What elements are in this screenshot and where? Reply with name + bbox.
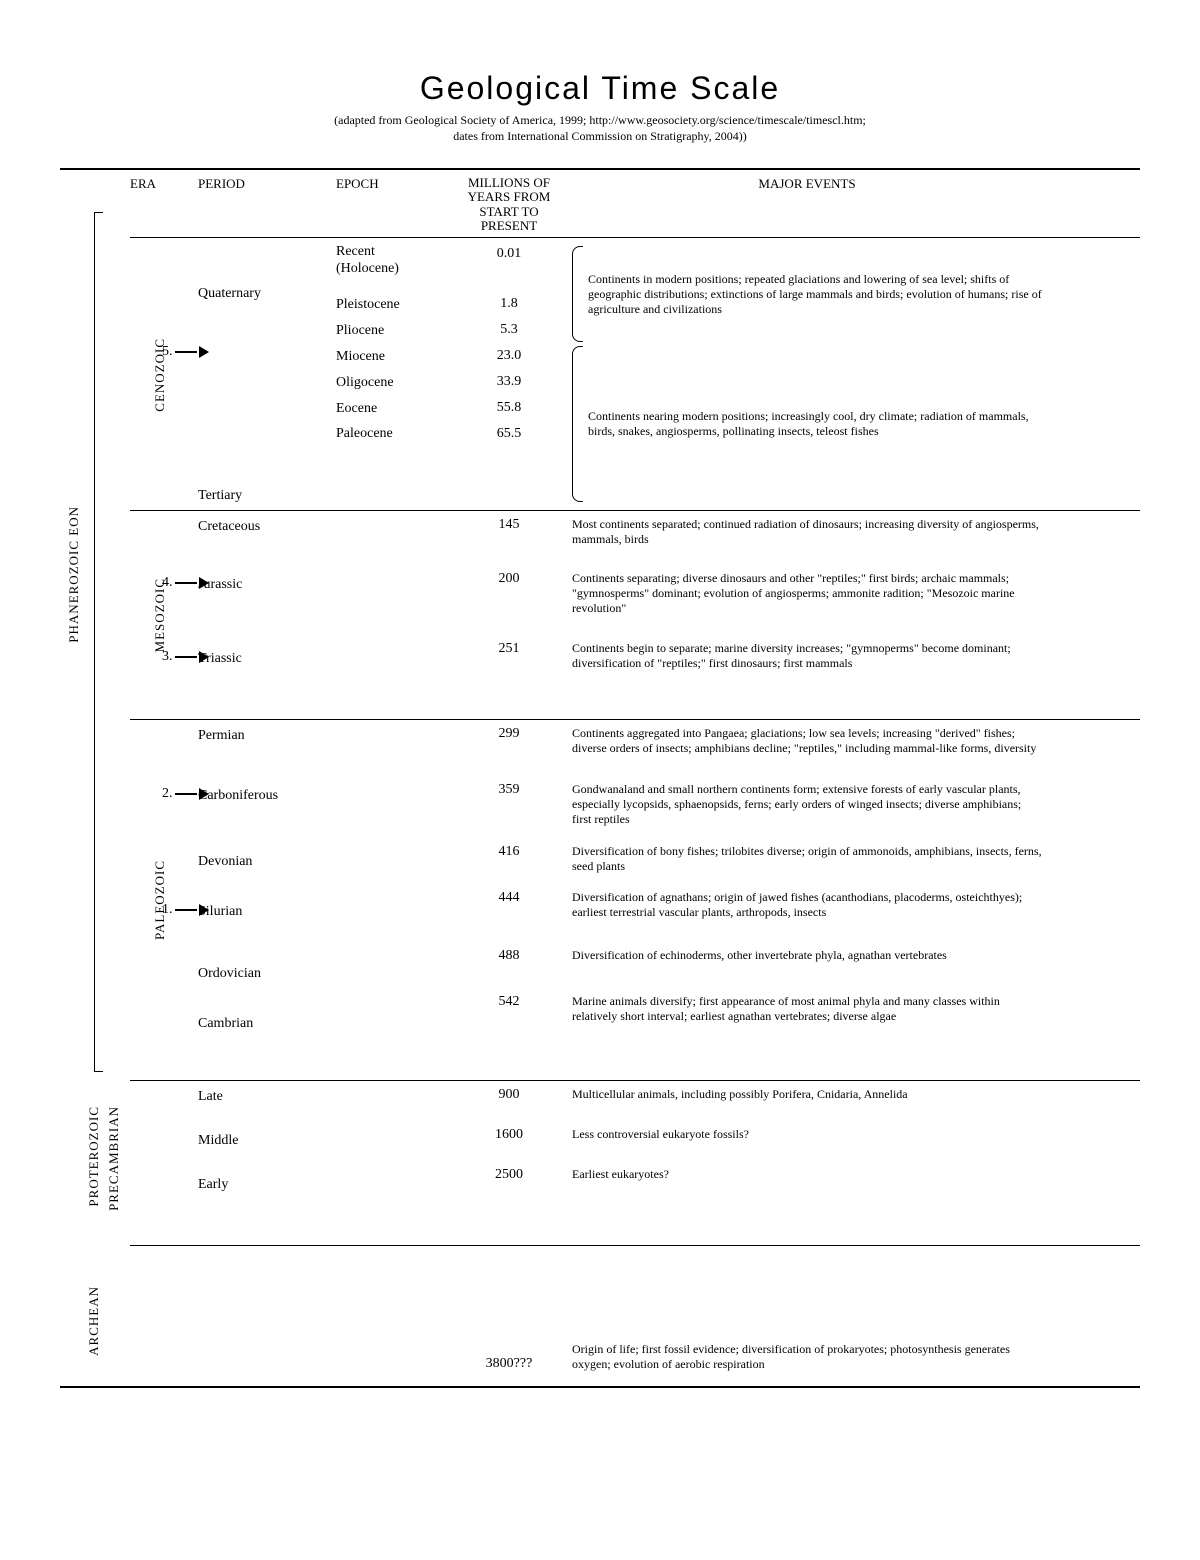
row-mesozoic: MESOZOIC Cretaceous 4. Jurassic 3. Trias… (130, 511, 1140, 719)
eon-phanerozoic: PHANEROZOIC EON (66, 506, 82, 643)
epoch-pliocene: Pliocene (336, 318, 446, 344)
event-archean: Origin of life; first fossil evidence; d… (572, 1342, 1042, 1372)
date-silurian: 444 (454, 890, 564, 948)
eon-archean: ARCHEAN (86, 1286, 102, 1356)
arrow-4-num: 4. (162, 575, 173, 591)
period-cambrian: Cambrian (198, 1016, 253, 1031)
arrow-4: 4. (162, 575, 209, 591)
arrow-5-num: 5. (162, 344, 173, 360)
arrow-3: 3. (162, 649, 209, 665)
col-date: MILLIONS OF YEARS FROM START TO PRESENT (454, 176, 564, 233)
brace-quaternary (572, 246, 583, 342)
period-tertiary: Tertiary (198, 488, 242, 504)
date-pliocene: 5.3 (454, 317, 564, 343)
epoch-holocene: Recent (Holocene) (336, 244, 446, 278)
date-carboniferous: 359 (454, 782, 564, 844)
super-precambrian: PRECAMBRIAN (106, 1106, 122, 1211)
period-cretaceous: Cretaceous (198, 519, 260, 534)
period-middle: Middle (198, 1133, 238, 1148)
eon-rail: PHANEROZOIC EON PRECAMBRIAN PROTEROZOIC … (60, 206, 130, 1386)
date-middle: 1600 (454, 1127, 564, 1167)
date-early: 2500 (454, 1167, 564, 1227)
subtitle: (adapted from Geological Society of Amer… (60, 113, 1140, 144)
date-jurassic: 200 (454, 571, 564, 641)
row-archean: 3800??? Origin of life; first fossil evi… (130, 1246, 1140, 1386)
date-archean: 3800??? (454, 1356, 564, 1372)
event-triassic: Continents begin to separate; marine div… (572, 641, 1042, 701)
date-oligocene: 33.9 (454, 369, 564, 395)
date-triassic: 251 (454, 641, 564, 701)
epoch-oligocene: Oligocene (336, 370, 446, 396)
period-ordovician: Ordovician (198, 966, 261, 981)
event-middle: Less controversial eukaryote fossils? (572, 1127, 1042, 1167)
phanerozoic-bracket (94, 212, 95, 1072)
epoch-paleocene: Paleocene (336, 421, 446, 447)
timescale-table: PHANEROZOIC EON PRECAMBRIAN PROTEROZOIC … (60, 168, 1140, 1388)
date-pleistocene: 1.8 (454, 291, 564, 317)
event-early: Earliest eukaryotes? (572, 1167, 1042, 1227)
era-paleozoic: PALEOZOIC (152, 860, 168, 940)
arrow-3-num: 3. (162, 649, 173, 665)
arrow-2-num: 2. (162, 786, 173, 802)
event-cambrian: Marine animals diversify; first appearan… (572, 994, 1042, 1050)
page-title: Geological Time Scale (60, 70, 1140, 107)
event-ordovician: Diversification of echinoderms, other in… (572, 948, 1042, 994)
header-row: ERA PERIOD EPOCH MILLIONS OF YEARS FROM … (130, 170, 1140, 238)
arrow-2: 2. (162, 786, 209, 802)
event-tertiary: Continents nearing modern positions; inc… (588, 409, 1042, 439)
period-quaternary: Quaternary (198, 286, 261, 302)
arrow-1: 1. (162, 902, 209, 918)
subtitle-line2: dates from International Commission on S… (453, 129, 747, 143)
event-late: Multicellular animals, including possibl… (572, 1087, 1042, 1127)
date-permian: 299 (454, 726, 564, 782)
period-carboniferous: Carboniferous (198, 788, 278, 803)
subtitle-line1: (adapted from Geological Society of Amer… (334, 113, 866, 127)
eon-proterozoic: PROTEROZOIC (86, 1106, 102, 1207)
event-jurassic: Continents separating; diverse dinosaurs… (572, 571, 1042, 641)
event-carboniferous: Gondwanaland and small northern continen… (572, 782, 1042, 844)
date-miocene: 23.0 (454, 343, 564, 369)
date-devonian: 416 (454, 844, 564, 890)
event-silurian: Diversification of agnathans; origin of … (572, 890, 1042, 948)
epoch-eocene: Eocene (336, 396, 446, 422)
date-late: 900 (454, 1087, 564, 1127)
date-paleocene: 65.5 (454, 421, 564, 447)
epoch-pleistocene: Pleistocene (336, 292, 446, 318)
col-events: MAJOR EVENTS (572, 176, 1042, 192)
event-quaternary: Continents in modern positions; repeated… (588, 272, 1042, 317)
epoch-miocene: Miocene (336, 344, 446, 370)
arrow-5: 5. (162, 344, 209, 360)
date-ordovician: 488 (454, 948, 564, 994)
col-epoch: EPOCH (336, 176, 446, 192)
period-late: Late (198, 1089, 223, 1104)
col-period: PERIOD (198, 176, 328, 192)
row-paleozoic: PALEOZOIC Permian 2. Carboniferous Devon… (130, 720, 1140, 1080)
date-cambrian: 542 (454, 994, 564, 1050)
row-proterozoic: Late Middle Early 900 1600 2500 Multicel… (130, 1081, 1140, 1245)
col-era: ERA (130, 176, 190, 192)
date-holocene: 0.01 (454, 244, 564, 263)
date-eocene: 55.8 (454, 395, 564, 421)
period-devonian: Devonian (198, 854, 252, 869)
date-cretaceous: 145 (454, 517, 564, 571)
event-devonian: Diversification of bony fishes; trilobit… (572, 844, 1042, 890)
brace-tertiary (572, 346, 583, 502)
row-cenozoic: CENOZOIC Quaternary 5. Tertiary Recent (… (130, 238, 1140, 510)
arrow-1-num: 1. (162, 902, 173, 918)
period-permian: Permian (198, 728, 245, 743)
event-permian: Continents aggregated into Pangaea; glac… (572, 726, 1042, 782)
event-cretaceous: Most continents separated; continued rad… (572, 517, 1042, 571)
period-early: Early (198, 1177, 228, 1192)
